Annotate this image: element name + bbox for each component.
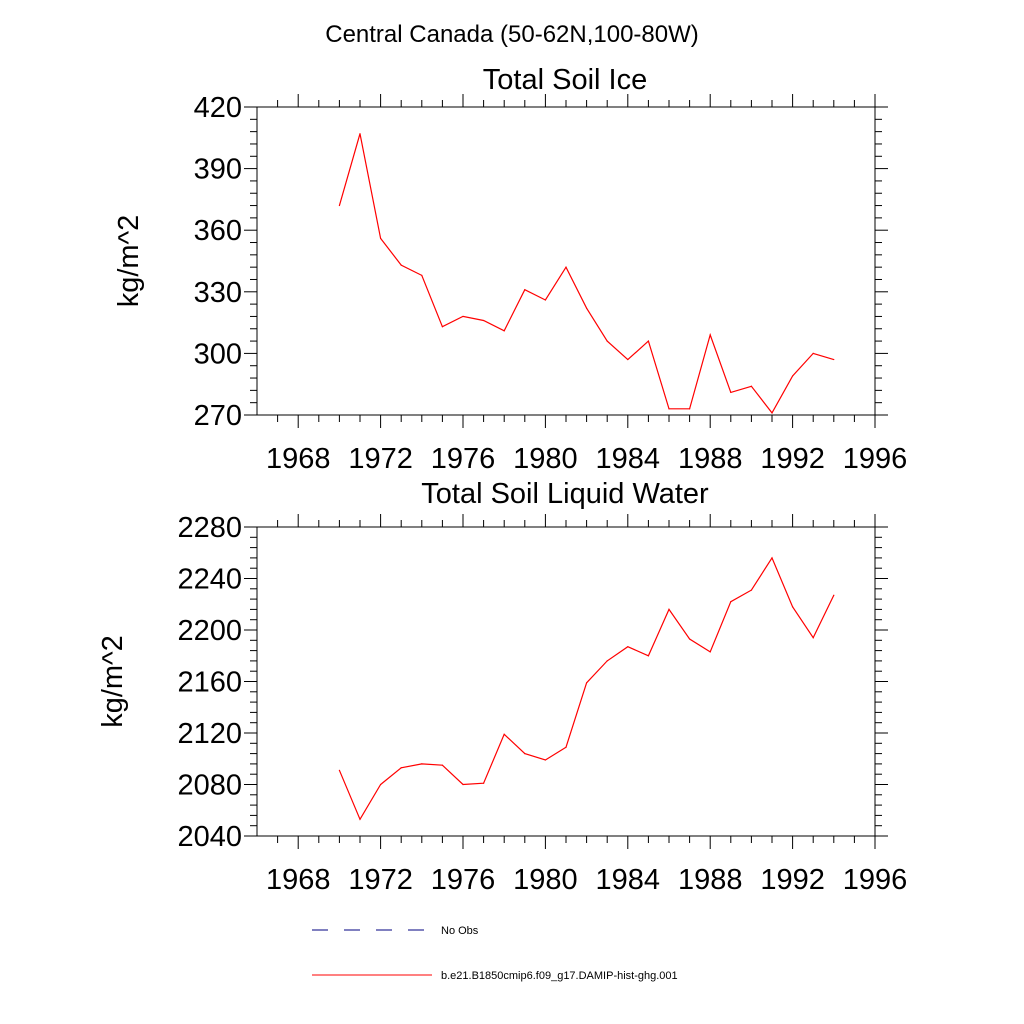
data-point: [544, 299, 547, 301]
data-point: [689, 638, 691, 640]
data-point: [606, 340, 608, 342]
data-point: [606, 660, 608, 662]
data-point: [421, 274, 423, 276]
data-point: [565, 266, 567, 268]
y-tick-label: 300: [194, 338, 242, 370]
data-point: [668, 408, 670, 410]
plot-frame: [256, 106, 876, 416]
panel-total-soil-liquid-water: Total Soil Liquid Water kg/m^2 1968 1972 1…: [97, 478, 907, 896]
y-tick-label: 390: [194, 154, 242, 186]
legend-label: b.e21.B1850cmip6.f09_g17.DAMIP-hist-ghg.…: [441, 970, 678, 982]
panel-title: Total Soil Liquid Water: [421, 478, 709, 510]
series-line: [338, 556, 835, 821]
data-point: [544, 759, 547, 761]
legend: No Obs b.e21.B1850cmip6.f09_g17.DAMIP-hi…: [312, 925, 678, 982]
data-point: [750, 589, 753, 591]
data-point: [627, 646, 629, 648]
data-point: [421, 763, 423, 765]
data-point: [792, 606, 794, 608]
data-point: [400, 767, 402, 769]
data-point: [792, 375, 794, 377]
x-tick-label: 1976: [431, 864, 496, 896]
data-point: [627, 358, 629, 361]
data-point: [833, 358, 835, 361]
data-point: [647, 340, 650, 342]
legend-entry-no-obs: No Obs: [312, 925, 479, 937]
data-point: [503, 733, 505, 735]
x-tick-label: 1980: [513, 864, 578, 896]
data-point: [812, 352, 814, 354]
data-point: [750, 385, 753, 387]
data-point: [338, 204, 340, 207]
legend-label: No Obs: [441, 925, 479, 937]
data-point: [586, 307, 588, 309]
x-tick-label: 1980: [513, 443, 578, 475]
data-point: [668, 608, 670, 611]
y-tick-label: 2200: [177, 615, 242, 647]
x-tick-label: 1996: [843, 443, 908, 475]
data-point: [524, 289, 526, 291]
data-point: [709, 334, 711, 336]
x-tick-label: 1972: [348, 443, 413, 475]
y-tick-label: 360: [194, 215, 242, 247]
y-tick-label: 270: [194, 400, 242, 432]
x-tick-label: 1972: [348, 864, 413, 896]
x-tick-label: 1988: [678, 864, 743, 896]
data-point: [483, 319, 485, 322]
y-tick-label: 2240: [177, 564, 242, 596]
y-tick-label: 330: [194, 277, 242, 309]
x-tick-label: 1976: [431, 443, 496, 475]
y-tick-label: 2080: [177, 770, 242, 802]
data-point: [586, 682, 588, 684]
figure-title: Central Canada (50-62N,100-80W): [325, 21, 699, 48]
plot-frame: [256, 526, 876, 837]
y-tick-label: 2160: [177, 667, 242, 699]
y-tick-label: 420: [194, 92, 242, 124]
data-point: [483, 782, 485, 784]
y-tick-label: 2280: [177, 512, 242, 544]
data-point: [462, 783, 464, 786]
data-point: [359, 133, 361, 135]
y-axis-label: kg/m^2: [113, 215, 145, 308]
x-tick-label: 1984: [596, 443, 661, 475]
x-tick-label: 1996: [843, 864, 908, 896]
y-tick-label: 2120: [177, 718, 242, 750]
x-tick-label: 1984: [596, 864, 661, 896]
y-tick-label: 2040: [177, 821, 242, 853]
x-tick-label: 1968: [266, 443, 331, 475]
data-point: [524, 753, 526, 755]
data-point: [647, 655, 650, 657]
data-point: [771, 557, 773, 559]
data-point: [730, 391, 732, 394]
legend-entry-model-run: b.e21.B1850cmip6.f09_g17.DAMIP-hist-ghg.…: [312, 970, 678, 982]
data-point: [565, 746, 567, 748]
data-point: [833, 594, 835, 596]
x-tick-label: 1988: [678, 443, 743, 475]
x-tick-label: 1992: [760, 864, 825, 896]
data-point: [730, 601, 732, 603]
data-point: [812, 637, 814, 639]
data-point: [338, 769, 340, 771]
data-point: [771, 412, 773, 414]
y-axis-label: kg/m^2: [97, 635, 129, 728]
data-point: [380, 783, 382, 786]
panel-title: Total Soil Ice: [483, 64, 647, 96]
series-line: [338, 133, 834, 414]
data-point: [380, 237, 382, 240]
data-point: [689, 408, 691, 410]
panel-total-soil-ice: Total Soil Ice kg/m^2 1968 1972 1976 1980 19…: [113, 64, 907, 475]
data-point: [441, 764, 443, 766]
data-point: [441, 326, 443, 328]
data-point: [359, 818, 361, 820]
data-point: [400, 264, 402, 266]
data-point: [503, 330, 505, 332]
x-tick-label: 1968: [266, 864, 331, 896]
data-point: [709, 651, 711, 653]
x-tick-label: 1992: [760, 443, 825, 475]
data-point: [462, 315, 464, 318]
